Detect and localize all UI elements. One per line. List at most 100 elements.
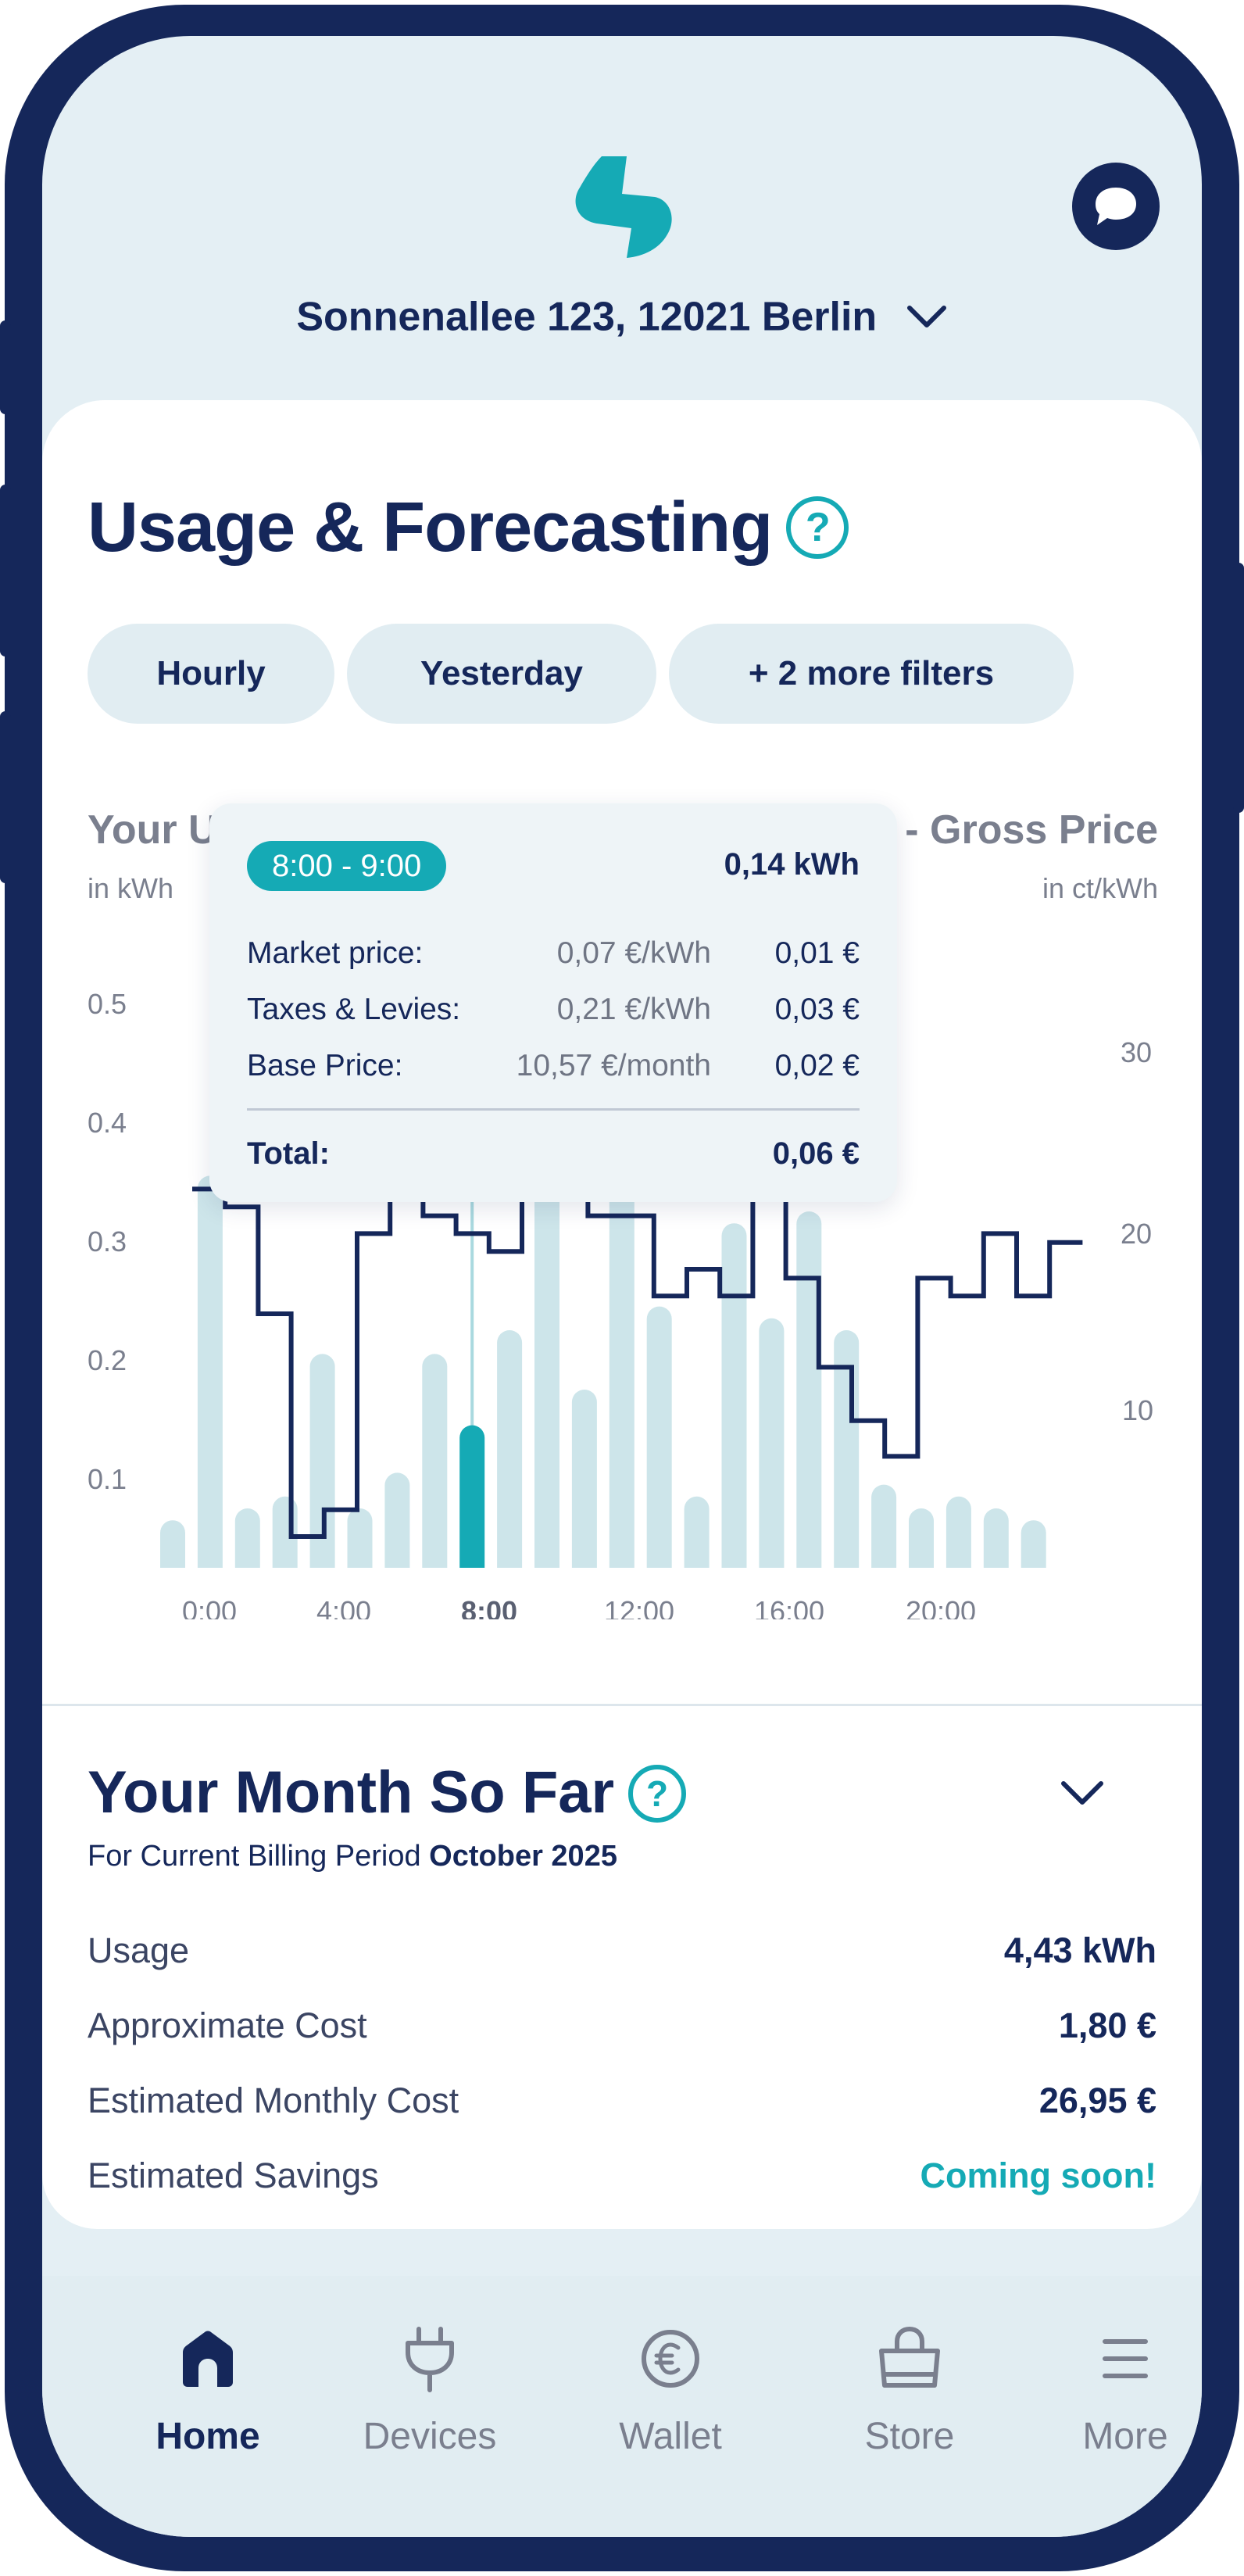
- chevron-down-icon: [906, 306, 946, 328]
- gross-price-line: [192, 1106, 1083, 1539]
- usage-bar[interactable]: [309, 1354, 335, 1580]
- tooltip-total-amount: 0,06 €: [772, 1136, 860, 1171]
- usage-bar[interactable]: [197, 1175, 223, 1580]
- x-tick-label: 12:00: [604, 1595, 674, 1619]
- right-tick-20: 20: [1121, 1218, 1153, 1250]
- chevron-down-icon[interactable]: [1060, 1779, 1105, 1807]
- right-axis-title: - Gross Price: [905, 807, 1158, 853]
- filter-more[interactable]: + 2 more filters: [669, 624, 1074, 724]
- help-icon[interactable]: ?: [786, 496, 849, 560]
- usage-bar[interactable]: [796, 1211, 822, 1580]
- left-tick-0-4: 0.4: [88, 1107, 127, 1139]
- tooltip-row-label: Base Price:: [247, 1049, 403, 1082]
- tooltip-total: Total: 0,06 €: [247, 1136, 860, 1172]
- x-tick-label: 0:00: [182, 1595, 237, 1619]
- usage-bar[interactable]: [871, 1484, 897, 1580]
- side-button-volume-down: [0, 711, 11, 883]
- section-divider: [42, 1704, 1202, 1706]
- usage-bar[interactable]: [234, 1508, 260, 1580]
- tooltip-row-rate: 0,07 €/kWh: [556, 936, 711, 970]
- left-tick-0-3: 0.3: [88, 1225, 127, 1258]
- menu-icon: [1103, 2339, 1148, 2378]
- nav-label: Wallet: [619, 2416, 722, 2457]
- row-label: Estimated Savings: [88, 2156, 379, 2195]
- tooltip-row-base: Base Price: 10,57 €/month 0,02 €: [247, 1049, 860, 1088]
- left-tick-0-2: 0.2: [88, 1344, 127, 1376]
- usage-section-title: Usage & Forecasting?: [88, 488, 849, 568]
- nav-devices[interactable]: Devices: [328, 2276, 531, 2479]
- usage-bar[interactable]: [534, 1175, 559, 1580]
- usage-bar[interactable]: [946, 1496, 971, 1580]
- usage-bar[interactable]: [646, 1306, 672, 1580]
- usage-bar[interactable]: [1021, 1520, 1046, 1580]
- home-icon: [183, 2331, 233, 2387]
- usage-bar[interactable]: [571, 1390, 597, 1580]
- filter-hourly[interactable]: Hourly: [88, 624, 334, 724]
- nav-store[interactable]: Store: [808, 2276, 1011, 2479]
- usage-bar[interactable]: [384, 1472, 410, 1580]
- app-screen: Sonnenallee 123, 12021 Berlin Usage & Fo…: [42, 36, 1202, 2537]
- usage-bar[interactable]: [609, 1175, 635, 1580]
- row-label: Usage: [88, 1930, 190, 1970]
- usage-bar[interactable]: [497, 1330, 523, 1580]
- tooltip-divider: [247, 1108, 860, 1111]
- chart-baseline-mask: [120, 1568, 1136, 1583]
- month-title-text: Your Month So Far: [88, 1759, 615, 1826]
- usage-bar[interactable]: [721, 1223, 747, 1580]
- usage-bar-highlighted[interactable]: [459, 1425, 485, 1580]
- usage-bar[interactable]: [347, 1508, 373, 1580]
- usage-bar[interactable]: [759, 1318, 785, 1580]
- tooltip-row-rate: 10,57 €/month: [516, 1049, 711, 1082]
- month-row-savings: Estimated Savings Coming soon!: [88, 2156, 1156, 2202]
- row-value: 26,95 €: [1038, 2080, 1156, 2120]
- hour-tooltip: 8:00 - 9:00 0,14 kWh Market price: 0,07 …: [209, 803, 897, 1202]
- row-value: Coming soon!: [920, 2156, 1156, 2195]
- usage-bar[interactable]: [983, 1508, 1009, 1580]
- nav-label: More: [1082, 2416, 1168, 2457]
- filter-yesterday[interactable]: Yesterday: [347, 624, 656, 724]
- bottom-nav: Home Devices Wallet Store: [42, 2276, 1202, 2537]
- nav-more[interactable]: More: [1024, 2276, 1202, 2479]
- nav-wallet[interactable]: Wallet: [569, 2276, 772, 2479]
- nav-home[interactable]: Home: [106, 2276, 309, 2479]
- nav-label: Home: [156, 2416, 260, 2457]
- chat-bubble-icon: [1096, 188, 1136, 225]
- nav-label: Store: [864, 2416, 955, 2457]
- x-tick-label: 4:00: [316, 1595, 371, 1619]
- tooltip-row-label: Market price:: [247, 936, 424, 970]
- row-value: 1,80 €: [1058, 2005, 1156, 2045]
- chat-button[interactable]: [1072, 163, 1160, 250]
- bolt-logo-icon: [575, 156, 672, 258]
- month-section-title: Your Month So Far?: [88, 1758, 687, 1826]
- billing-period-prefix: For Current Billing Period: [88, 1840, 430, 1873]
- row-label: Estimated Monthly Cost: [88, 2080, 459, 2120]
- address-selector[interactable]: Sonnenallee 123, 12021 Berlin: [42, 291, 1202, 340]
- left-tick-0-5: 0.5: [88, 988, 127, 1020]
- side-button-power: [1233, 563, 1244, 813]
- usage-bar[interactable]: [909, 1508, 934, 1580]
- tooltip-total-label: Total:: [247, 1136, 330, 1171]
- month-row-usage: Usage 4,43 kWh: [88, 1930, 1156, 1977]
- tooltip-row-amount: 0,01 €: [774, 936, 860, 970]
- left-axis-unit: in kWh: [88, 872, 174, 904]
- month-row-est-monthly: Estimated Monthly Cost 26,95 €: [88, 2080, 1156, 2127]
- usage-bar[interactable]: [684, 1496, 710, 1580]
- tooltip-row-label: Taxes & Levies:: [247, 993, 461, 1026]
- x-tick-label: 8:00: [461, 1595, 517, 1619]
- help-icon[interactable]: ?: [628, 1764, 687, 1823]
- highlight-marker: [470, 1174, 474, 1568]
- usage-chart[interactable]: 0:00 4:00 8:00 12:00 16:00 20:00: [42, 400, 1202, 1619]
- billing-period: October 2025: [429, 1840, 617, 1873]
- billing-period-subtitle: For Current Billing Period October 2025: [88, 1840, 617, 1873]
- euro-coin-icon: [642, 2330, 699, 2388]
- tooltip-kwh: 0,14 kWh: [724, 847, 860, 882]
- left-tick-0-1: 0.1: [88, 1463, 127, 1495]
- usage-title-text: Usage & Forecasting: [88, 488, 773, 567]
- tooltip-row-taxes: Taxes & Levies: 0,21 €/kWh 0,03 €: [247, 993, 860, 1032]
- x-tick-label: 16:00: [754, 1595, 824, 1619]
- usage-bar[interactable]: [160, 1520, 185, 1580]
- usage-bar[interactable]: [422, 1354, 448, 1580]
- x-tick-label: 20:00: [906, 1595, 976, 1619]
- main-card: Usage & Forecasting? Hourly Yesterday + …: [42, 400, 1202, 2229]
